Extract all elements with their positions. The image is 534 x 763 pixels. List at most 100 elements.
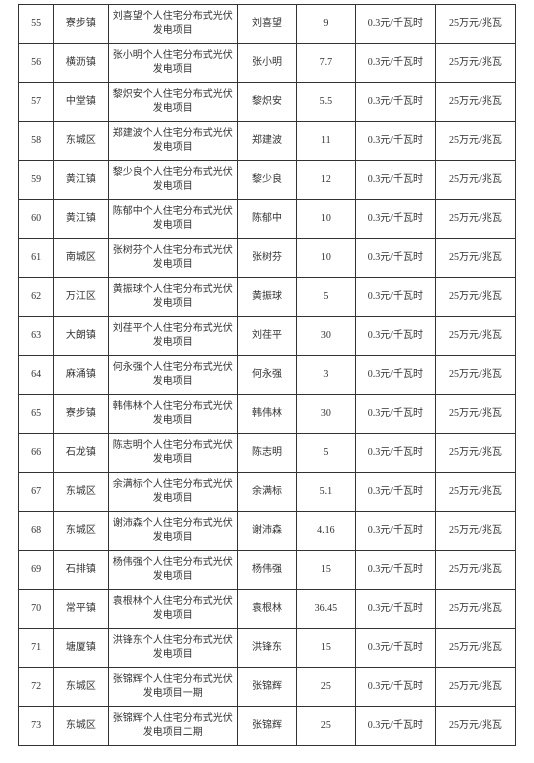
cell-project: 何永强个人住宅分布式光伏发电项目	[108, 356, 238, 395]
pv-projects-table: 55寮步镇刘喜望个人住宅分布式光伏发电项目刘喜望90.3元/千瓦时25万元/兆瓦…	[18, 4, 516, 746]
cell-rate: 0.3元/千瓦时	[355, 512, 435, 551]
cell-subsidy: 25万元/兆瓦	[435, 317, 515, 356]
cell-town: 东城区	[54, 668, 108, 707]
cell-rate: 0.3元/千瓦时	[355, 629, 435, 668]
cell-owner: 谢沛森	[238, 512, 297, 551]
table-row: 64麻涌镇何永强个人住宅分布式光伏发电项目何永强30.3元/千瓦时25万元/兆瓦	[19, 356, 516, 395]
cell-subsidy: 25万元/兆瓦	[435, 161, 515, 200]
cell-rate: 0.3元/千瓦时	[355, 590, 435, 629]
cell-index: 55	[19, 5, 54, 44]
table-row: 55寮步镇刘喜望个人住宅分布式光伏发电项目刘喜望90.3元/千瓦时25万元/兆瓦	[19, 5, 516, 44]
table-row: 62万江区黄振球个人住宅分布式光伏发电项目黄振球50.3元/千瓦时25万元/兆瓦	[19, 278, 516, 317]
table-row: 65寮步镇韩伟林个人住宅分布式光伏发电项目韩伟林300.3元/千瓦时25万元/兆…	[19, 395, 516, 434]
cell-owner: 张锦辉	[238, 707, 297, 746]
cell-capacity: 3	[296, 356, 355, 395]
cell-town: 万江区	[54, 278, 108, 317]
cell-subsidy: 25万元/兆瓦	[435, 551, 515, 590]
cell-index: 62	[19, 278, 54, 317]
cell-capacity: 7.7	[296, 44, 355, 83]
cell-rate: 0.3元/千瓦时	[355, 239, 435, 278]
cell-capacity: 5	[296, 434, 355, 473]
cell-owner: 何永强	[238, 356, 297, 395]
cell-index: 58	[19, 122, 54, 161]
cell-rate: 0.3元/千瓦时	[355, 278, 435, 317]
cell-index: 60	[19, 200, 54, 239]
cell-capacity: 15	[296, 629, 355, 668]
cell-project: 刘荏平个人住宅分布式光伏发电项目	[108, 317, 238, 356]
cell-subsidy: 25万元/兆瓦	[435, 239, 515, 278]
cell-rate: 0.3元/千瓦时	[355, 668, 435, 707]
cell-subsidy: 25万元/兆瓦	[435, 668, 515, 707]
cell-town: 黄江镇	[54, 161, 108, 200]
cell-index: 57	[19, 83, 54, 122]
cell-index: 73	[19, 707, 54, 746]
cell-town: 石排镇	[54, 551, 108, 590]
cell-index: 64	[19, 356, 54, 395]
cell-project: 洪锋东个人住宅分布式光伏发电项目	[108, 629, 238, 668]
cell-subsidy: 25万元/兆瓦	[435, 83, 515, 122]
cell-index: 61	[19, 239, 54, 278]
cell-capacity: 15	[296, 551, 355, 590]
cell-owner: 洪锋东	[238, 629, 297, 668]
cell-project: 杨伟强个人住宅分布式光伏发电项目	[108, 551, 238, 590]
table-row: 57中堂镇黎炽安个人住宅分布式光伏发电项目黎炽安5.50.3元/千瓦时25万元/…	[19, 83, 516, 122]
table-row: 59黄江镇黎少良个人住宅分布式光伏发电项目黎少良120.3元/千瓦时25万元/兆…	[19, 161, 516, 200]
cell-index: 72	[19, 668, 54, 707]
cell-project: 郑建波个人住宅分布式光伏发电项目	[108, 122, 238, 161]
cell-owner: 黎炽安	[238, 83, 297, 122]
cell-subsidy: 25万元/兆瓦	[435, 356, 515, 395]
cell-town: 东城区	[54, 707, 108, 746]
cell-owner: 余满标	[238, 473, 297, 512]
cell-rate: 0.3元/千瓦时	[355, 473, 435, 512]
table-row: 71塘厦镇洪锋东个人住宅分布式光伏发电项目洪锋东150.3元/千瓦时25万元/兆…	[19, 629, 516, 668]
cell-index: 63	[19, 317, 54, 356]
table-row: 72东城区张锦辉个人住宅分布式光伏发电项目一期张锦辉250.3元/千瓦时25万元…	[19, 668, 516, 707]
cell-subsidy: 25万元/兆瓦	[435, 512, 515, 551]
cell-owner: 刘喜望	[238, 5, 297, 44]
cell-subsidy: 25万元/兆瓦	[435, 5, 515, 44]
cell-capacity: 25	[296, 707, 355, 746]
table-row: 68东城区谢沛森个人住宅分布式光伏发电项目谢沛森4.160.3元/千瓦时25万元…	[19, 512, 516, 551]
cell-rate: 0.3元/千瓦时	[355, 395, 435, 434]
cell-capacity: 11	[296, 122, 355, 161]
cell-subsidy: 25万元/兆瓦	[435, 278, 515, 317]
cell-owner: 杨伟强	[238, 551, 297, 590]
table-row: 63大朗镇刘荏平个人住宅分布式光伏发电项目刘荏平300.3元/千瓦时25万元/兆…	[19, 317, 516, 356]
cell-capacity: 10	[296, 239, 355, 278]
cell-project: 余满标个人住宅分布式光伏发电项目	[108, 473, 238, 512]
cell-rate: 0.3元/千瓦时	[355, 5, 435, 44]
cell-project: 陈郁中个人住宅分布式光伏发电项目	[108, 200, 238, 239]
cell-project: 张小明个人住宅分布式光伏发电项目	[108, 44, 238, 83]
cell-town: 南城区	[54, 239, 108, 278]
table-row: 58东城区郑建波个人住宅分布式光伏发电项目郑建波110.3元/千瓦时25万元/兆…	[19, 122, 516, 161]
cell-subsidy: 25万元/兆瓦	[435, 707, 515, 746]
table-row: 69石排镇杨伟强个人住宅分布式光伏发电项目杨伟强150.3元/千瓦时25万元/兆…	[19, 551, 516, 590]
cell-project: 张锦辉个人住宅分布式光伏发电项目二期	[108, 707, 238, 746]
cell-capacity: 10	[296, 200, 355, 239]
cell-project: 黎炽安个人住宅分布式光伏发电项目	[108, 83, 238, 122]
cell-project: 谢沛森个人住宅分布式光伏发电项目	[108, 512, 238, 551]
cell-subsidy: 25万元/兆瓦	[435, 434, 515, 473]
cell-owner: 黄振球	[238, 278, 297, 317]
table-row: 60黄江镇陈郁中个人住宅分布式光伏发电项目陈郁中100.3元/千瓦时25万元/兆…	[19, 200, 516, 239]
cell-project: 陈志明个人住宅分布式光伏发电项目	[108, 434, 238, 473]
cell-town: 寮步镇	[54, 395, 108, 434]
cell-owner: 袁根林	[238, 590, 297, 629]
cell-town: 横沥镇	[54, 44, 108, 83]
cell-town: 寮步镇	[54, 5, 108, 44]
cell-rate: 0.3元/千瓦时	[355, 161, 435, 200]
cell-subsidy: 25万元/兆瓦	[435, 200, 515, 239]
cell-rate: 0.3元/千瓦时	[355, 200, 435, 239]
cell-index: 65	[19, 395, 54, 434]
cell-town: 常平镇	[54, 590, 108, 629]
cell-capacity: 30	[296, 395, 355, 434]
cell-town: 中堂镇	[54, 83, 108, 122]
cell-index: 67	[19, 473, 54, 512]
cell-town: 东城区	[54, 512, 108, 551]
cell-owner: 张锦辉	[238, 668, 297, 707]
table-row: 70常平镇袁根林个人住宅分布式光伏发电项目袁根林36.450.3元/千瓦时25万…	[19, 590, 516, 629]
table-row: 61南城区张树芬个人住宅分布式光伏发电项目张树芬100.3元/千瓦时25万元/兆…	[19, 239, 516, 278]
cell-subsidy: 25万元/兆瓦	[435, 395, 515, 434]
cell-capacity: 36.45	[296, 590, 355, 629]
cell-capacity: 5	[296, 278, 355, 317]
